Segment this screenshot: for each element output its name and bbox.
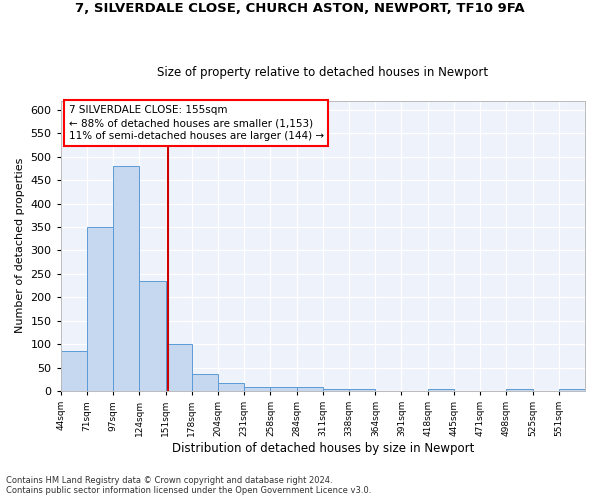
Bar (506, 388, 533, 391)
Text: 7 SILVERDALE CLOSE: 155sqm
← 88% of detached houses are smaller (1,153)
11% of s: 7 SILVERDALE CLOSE: 155sqm ← 88% of deta… (68, 105, 323, 142)
Bar (192, 374, 218, 391)
Text: 7, SILVERDALE CLOSE, CHURCH ASTON, NEWPORT, TF10 9FA: 7, SILVERDALE CLOSE, CHURCH ASTON, NEWPO… (75, 2, 525, 16)
Bar (559, 388, 585, 391)
Bar (428, 388, 454, 391)
Bar (296, 388, 323, 391)
Y-axis label: Number of detached properties: Number of detached properties (15, 158, 25, 334)
Bar (139, 281, 166, 391)
Text: Contains HM Land Registry data © Crown copyright and database right 2024.
Contai: Contains HM Land Registry data © Crown c… (6, 476, 371, 495)
Bar (323, 388, 349, 391)
Title: Size of property relative to detached houses in Newport: Size of property relative to detached ho… (157, 66, 488, 78)
Bar (271, 388, 296, 391)
Bar (244, 388, 271, 391)
Bar (349, 388, 375, 391)
Bar (113, 166, 139, 391)
X-axis label: Distribution of detached houses by size in Newport: Distribution of detached houses by size … (172, 442, 474, 455)
Bar (61, 351, 87, 391)
Bar (218, 382, 244, 391)
Bar (87, 227, 113, 391)
Bar (166, 344, 192, 391)
